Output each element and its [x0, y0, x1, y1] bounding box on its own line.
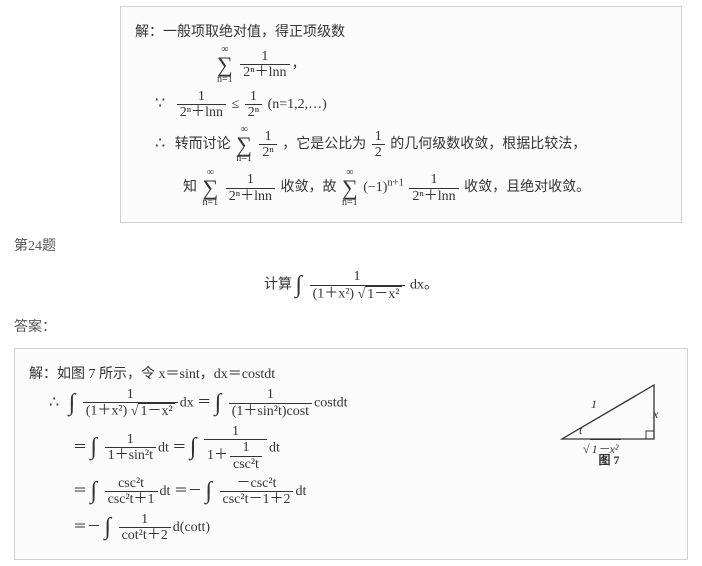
sol1-ineq: ∵ 12ⁿ＋lnn ≤ 12ⁿ (n=1,2,…): [155, 89, 667, 121]
question-24-label: 第24题: [0, 229, 702, 261]
problem-24: 计算 ∫ 1 (1＋x²) 1－x² dx。: [0, 269, 702, 302]
answer-label: 答案：: [0, 310, 702, 342]
sol1-lead: 解：一般项取绝对值，得正项级数: [135, 21, 667, 41]
solution-1: 解：一般项取绝对值，得正项级数 ∞∑n=1 12ⁿ＋lnn， ∵ 12ⁿ＋lnn…: [120, 6, 682, 223]
sol2-line3: ＝ ∫ csc²tcsc²t＋1dt ＝－ ∫ －csc²tcsc²t－1＋2d…: [73, 476, 673, 508]
sol1-series1: ∞∑n=1 12ⁿ＋lnn，: [215, 45, 667, 85]
solution-2: 解：如图 7 所示，令 x＝sint，dx＝costdt ∴ ∫ 1 (1＋x²…: [14, 348, 688, 560]
sol1-conclude: 知 ∞∑n=1 12ⁿ＋lnn 收敛，故 ∞∑n=1 (−1)n+1 12ⁿ＋l…: [183, 168, 667, 208]
sol1-turn: ∴ 转而讨论 ∞∑n=1 12ⁿ ，它是公比为 12 的几何级数收敛，根据比较法…: [155, 125, 667, 165]
figure-7: 1 x t 1－x² 图 7: [549, 377, 669, 468]
sol2-line4: ＝－ ∫ 1cot²t＋2d(cott): [73, 512, 673, 544]
